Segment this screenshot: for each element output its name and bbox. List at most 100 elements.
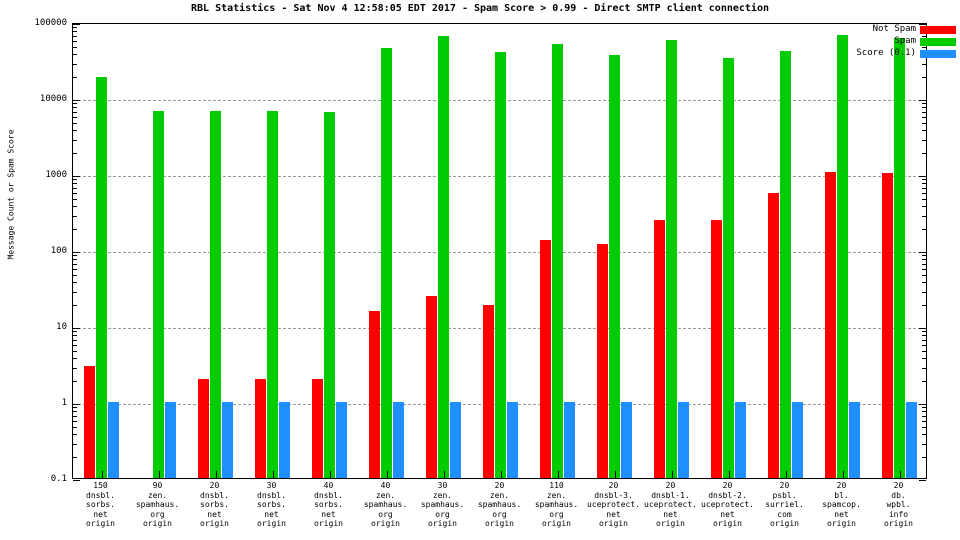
x-tick-label-line: 20: [665, 481, 676, 490]
x-tick-label-line: origin: [656, 519, 685, 528]
x-tick-label: 20 dnsbl-2. uceprotect. net origin: [699, 481, 756, 529]
x-tick-label-line: net: [207, 509, 222, 519]
x-tick-label-line: spamhaus.: [363, 500, 408, 509]
bar-spam: [666, 39, 677, 478]
y-minor-tick-mark: [922, 331, 926, 333]
x-tick-label-line: zen.: [432, 490, 453, 500]
y-tick-mark: [919, 24, 926, 25]
y-minor-tick-mark: [73, 434, 77, 436]
y-minor-tick-mark: [922, 291, 926, 293]
y-minor-tick-mark: [73, 420, 77, 422]
bar-score-0-1: [222, 402, 233, 478]
y-minor-tick-mark: [922, 443, 926, 445]
y-minor-tick-mark: [922, 274, 926, 276]
y-minor-tick-mark: [922, 259, 926, 261]
y-tick-label: 1: [61, 398, 67, 408]
y-minor-tick-mark: [73, 263, 77, 265]
x-tick-label-line: 20: [893, 481, 904, 490]
x-tick-mark: [557, 471, 559, 478]
y-minor-tick-mark: [73, 122, 77, 124]
y-tick-mark: [919, 100, 926, 101]
y-minor-tick-mark: [922, 183, 926, 185]
bar-not-spam: [84, 365, 95, 478]
x-tick-label: 20 dnsbl-3. uceprotect. net origin: [585, 481, 642, 529]
bar-spam: [438, 36, 449, 478]
y-minor-tick-mark: [73, 367, 77, 369]
x-tick-label-line: 150: [93, 481, 108, 490]
legend-label: Spam: [894, 36, 916, 46]
y-minor-tick-mark: [922, 268, 926, 270]
x-tick-mark: [842, 471, 844, 478]
y-minor-tick-mark: [73, 192, 77, 194]
x-tick-label-line: sorbs.: [200, 500, 229, 509]
y-minor-tick-mark: [922, 215, 926, 217]
y-minor-tick-mark: [73, 259, 77, 261]
y-minor-tick-mark: [73, 63, 77, 65]
x-tick-label-line: zen.: [546, 490, 567, 500]
x-tick-label-line: 20: [779, 481, 790, 490]
y-minor-tick-mark: [73, 187, 77, 189]
x-tick-label-line: net: [663, 509, 678, 519]
y-axis-title: Message Count or Spam Score: [6, 129, 16, 260]
bar-score-0-1: [849, 402, 860, 478]
x-tick-label-line: sorbs.: [257, 500, 286, 509]
y-minor-tick-mark: [922, 206, 926, 208]
x-tick-label-line: 90: [152, 481, 163, 490]
x-tick-label-line: origin: [371, 519, 400, 528]
y-minor-tick-mark: [73, 179, 77, 181]
x-tick-label: 90 zen. spamhaus. org origin: [129, 481, 186, 529]
y-tick-mark: [73, 328, 80, 329]
y-minor-tick-mark: [922, 457, 926, 459]
bar-spam: [96, 76, 107, 478]
x-axis-tick-labels: 150 dnsbl. sorbs. net origin 90 zen. spamhaus. o…: [72, 481, 927, 540]
y-axis-tick-labels: 0.1 1 10 100 1000 10000 100000: [0, 18, 67, 484]
bar-spam: [780, 50, 791, 478]
y-minor-tick-mark: [73, 381, 77, 383]
x-tick-label: 30 zen. spamhaus. org origin: [414, 481, 471, 529]
y-minor-tick-mark: [922, 426, 926, 428]
y-minor-tick-mark: [73, 335, 77, 337]
y-tick-mark: [919, 252, 926, 253]
y-tick-label: 100: [50, 246, 67, 256]
y-tick-mark: [919, 404, 926, 405]
x-tick-label-line: dnsbl.: [257, 490, 286, 500]
x-tick-label-line: net: [606, 509, 621, 519]
bar-spam: [153, 110, 164, 478]
x-tick-label: 110 zen. spamhaus. org origin: [528, 481, 585, 529]
x-tick-label: 20 db. wpbl. info origin: [870, 481, 927, 529]
x-tick-label-line: origin: [827, 519, 856, 528]
x-tick-label-line: info: [888, 509, 909, 519]
y-minor-tick-mark: [922, 367, 926, 369]
bar-score-0-1: [735, 402, 746, 478]
x-tick-label-line: spamhaus.: [135, 500, 180, 509]
x-tick-label-line: origin: [542, 519, 571, 528]
y-minor-tick-mark: [922, 411, 926, 413]
y-minor-tick-mark: [73, 153, 77, 155]
plot-area: [72, 23, 927, 481]
x-tick-label-line: spamhaus.: [420, 500, 465, 509]
x-tick-label-line: origin: [200, 519, 229, 528]
legend-swatch: [920, 50, 956, 58]
y-minor-tick-mark: [73, 350, 77, 352]
x-tick-label-line: org: [549, 509, 564, 519]
x-tick-label-line: surriel.: [765, 500, 804, 509]
y-tick-mark: [919, 480, 926, 481]
x-tick-mark: [614, 471, 616, 478]
bar-spam: [267, 111, 278, 478]
x-tick-label-line: zen.: [375, 490, 396, 500]
y-minor-tick-mark: [922, 344, 926, 346]
y-minor-tick-mark: [73, 35, 77, 37]
y-tick-label: 10: [56, 322, 67, 332]
legend-label: Not Spam: [872, 24, 916, 34]
x-tick-mark: [158, 471, 160, 478]
y-minor-tick-mark: [922, 63, 926, 65]
chart-title: RBL Statistics - Sat Nov 4 12:58:05 EDT …: [191, 3, 769, 14]
x-tick-label-line: origin: [884, 519, 913, 528]
bar-not-spam: [483, 304, 494, 478]
y-minor-tick-mark: [73, 130, 77, 132]
x-tick-label-line: wpbl.: [886, 500, 911, 509]
x-tick-mark: [500, 471, 502, 478]
bar-score-0-1: [108, 402, 119, 478]
x-tick-label-line: uceprotect.: [587, 500, 640, 509]
